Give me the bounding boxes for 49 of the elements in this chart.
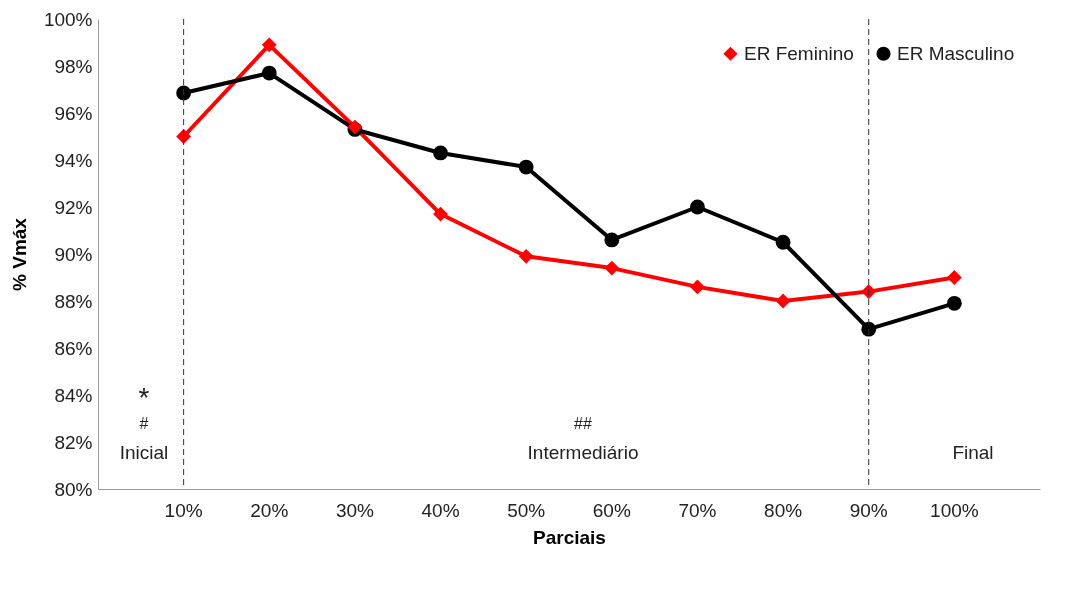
annotation: Inicial (119, 442, 169, 463)
y-tick-label: 80% (54, 478, 93, 500)
x-tick-label: 40% (421, 499, 460, 521)
y-tick-label: 82% (54, 431, 93, 453)
x-tick-label: 100% (930, 499, 979, 521)
point (433, 206, 448, 222)
point (946, 295, 962, 311)
x-tick-label: 10% (164, 499, 203, 521)
x-axis-title: Parciais (533, 526, 606, 548)
point (261, 37, 277, 53)
x-tick-label: 30% (335, 499, 375, 521)
legend-label: ER Masculino (897, 42, 1015, 64)
legend-label: ER Feminino (744, 42, 854, 64)
point (775, 234, 791, 250)
y-tick-label: 96% (54, 102, 93, 124)
y-tick-label: 84% (54, 384, 93, 406)
point (775, 293, 791, 309)
point (861, 321, 877, 337)
x-tick-label: 70% (678, 499, 717, 521)
point (604, 232, 620, 248)
point (433, 145, 448, 161)
annotation: Final (952, 442, 994, 463)
point (176, 85, 192, 101)
point (261, 65, 277, 81)
y-tick-label: 98% (54, 55, 93, 77)
y-tick-label: 100% (43, 8, 93, 30)
y-tick-label: 88% (54, 290, 93, 312)
point (690, 199, 705, 215)
point (176, 129, 192, 144)
x-tick-label: 60% (592, 499, 631, 521)
point (518, 248, 534, 264)
y-axis-title: % Vmáx (8, 217, 30, 291)
y-tick-label: 94% (54, 149, 93, 171)
point (946, 270, 962, 285)
point (861, 284, 877, 300)
annotation: ## (574, 415, 592, 432)
annotation: * (138, 382, 150, 413)
x-tick-label: 90% (849, 499, 888, 521)
y-tick-label: 90% (54, 243, 93, 265)
point (518, 159, 534, 175)
point (604, 260, 620, 276)
y-tick-label: 86% (54, 337, 93, 359)
x-tick-label: 80% (764, 499, 803, 521)
point (690, 279, 705, 295)
annotation: Intermediário (527, 442, 639, 463)
x-tick-label: 50% (507, 499, 546, 521)
y-tick-label: 92% (54, 196, 93, 218)
annotation: # (139, 415, 149, 432)
x-tick-label: 20% (250, 499, 289, 521)
